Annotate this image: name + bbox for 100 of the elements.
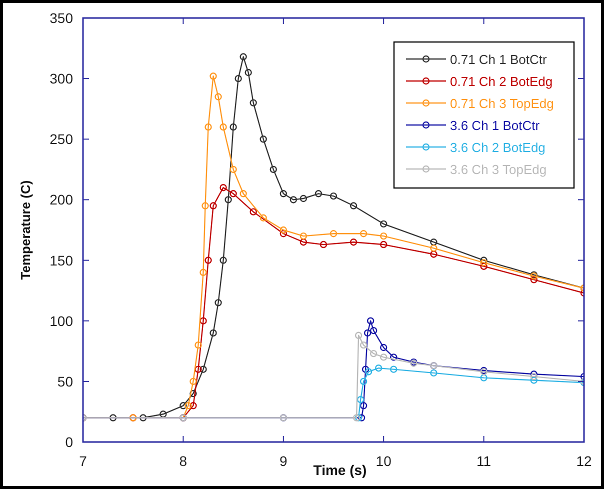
point bbox=[530, 372, 538, 380]
point bbox=[390, 354, 398, 361]
point bbox=[204, 123, 212, 131]
point bbox=[260, 214, 267, 222]
point bbox=[370, 326, 378, 334]
point bbox=[200, 268, 207, 276]
y-tick-label: 150 bbox=[50, 252, 74, 268]
point bbox=[210, 329, 217, 337]
point bbox=[194, 366, 202, 373]
point bbox=[430, 244, 438, 252]
point bbox=[240, 53, 247, 60]
point bbox=[190, 390, 197, 398]
point bbox=[480, 374, 488, 382]
legend-label: 0.71 Ch 1 BotCtr bbox=[450, 52, 548, 67]
point bbox=[480, 259, 488, 266]
x-axis-title: Time (s) bbox=[313, 462, 367, 478]
point bbox=[280, 190, 287, 198]
legend-label: 3.6 Ch 2 BotEdg bbox=[450, 140, 546, 155]
legend-label: 3.6 Ch 3 TopEdg bbox=[450, 162, 547, 177]
x-tick-label: 7 bbox=[79, 453, 88, 469]
point bbox=[364, 368, 372, 376]
point bbox=[358, 414, 366, 422]
point bbox=[480, 256, 488, 264]
point bbox=[530, 276, 538, 284]
point bbox=[430, 369, 438, 377]
point bbox=[220, 184, 227, 192]
point bbox=[250, 208, 257, 216]
point bbox=[350, 202, 358, 210]
point bbox=[300, 194, 308, 202]
point bbox=[330, 192, 338, 200]
y-tick-label: 50 bbox=[57, 373, 74, 390]
point bbox=[180, 402, 187, 410]
legend-label: 3.6 Ch 1 BotCtr bbox=[450, 118, 540, 133]
point bbox=[374, 364, 382, 372]
y-tick-label: 250 bbox=[50, 131, 74, 148]
point bbox=[109, 414, 117, 422]
point bbox=[250, 99, 257, 106]
point bbox=[140, 414, 147, 422]
point bbox=[234, 74, 242, 82]
point bbox=[270, 166, 277, 174]
point bbox=[240, 190, 247, 198]
legend-label: 0.71 Ch 3 TopEdg bbox=[450, 96, 554, 111]
point bbox=[356, 396, 364, 404]
legend-label: 0.71 Ch 2 BotEdg bbox=[450, 74, 553, 89]
y-tick-label: 0 bbox=[65, 434, 74, 450]
y-axis-title: Temperature (C) bbox=[18, 180, 33, 280]
point bbox=[360, 341, 368, 349]
point bbox=[380, 354, 388, 361]
point bbox=[200, 366, 207, 373]
point bbox=[350, 238, 358, 246]
point bbox=[220, 256, 227, 264]
point bbox=[214, 299, 222, 306]
point bbox=[320, 240, 328, 248]
point bbox=[480, 262, 488, 270]
point bbox=[210, 202, 217, 210]
point bbox=[204, 256, 212, 264]
point bbox=[364, 329, 372, 337]
point bbox=[360, 378, 368, 386]
x-tick-label: 11 bbox=[476, 453, 492, 469]
point bbox=[230, 190, 237, 198]
point bbox=[190, 378, 197, 386]
point bbox=[194, 341, 202, 349]
point bbox=[280, 226, 287, 234]
x-tick-label: 10 bbox=[376, 453, 392, 469]
point bbox=[220, 123, 227, 131]
y-tick-label: 100 bbox=[50, 312, 74, 329]
point bbox=[360, 402, 368, 410]
point bbox=[202, 202, 209, 210]
point bbox=[430, 238, 438, 246]
point bbox=[362, 366, 370, 373]
point bbox=[330, 230, 338, 238]
point bbox=[230, 123, 237, 131]
point bbox=[214, 93, 222, 100]
point bbox=[380, 232, 388, 240]
point bbox=[210, 72, 217, 80]
point bbox=[184, 402, 192, 410]
y-tick-label: 350 bbox=[50, 10, 74, 26]
point bbox=[354, 332, 362, 339]
point bbox=[244, 68, 252, 76]
y-tick-label: 200 bbox=[50, 192, 74, 208]
x-tick-label: 9 bbox=[280, 453, 288, 469]
point bbox=[260, 136, 267, 143]
point bbox=[380, 240, 388, 248]
point bbox=[200, 317, 207, 324]
point bbox=[360, 230, 368, 238]
point bbox=[300, 232, 308, 240]
x-tick-label: 12 bbox=[576, 453, 592, 469]
point bbox=[190, 402, 197, 410]
point bbox=[290, 196, 298, 204]
y-tick-label: 300 bbox=[50, 70, 74, 87]
x-tick-label: 8 bbox=[179, 453, 188, 469]
point bbox=[230, 166, 237, 174]
point bbox=[530, 376, 538, 384]
point bbox=[366, 317, 374, 324]
point bbox=[370, 350, 378, 358]
point bbox=[300, 238, 308, 246]
point bbox=[280, 230, 287, 238]
point bbox=[390, 366, 398, 373]
point bbox=[380, 344, 388, 352]
point bbox=[380, 220, 388, 228]
